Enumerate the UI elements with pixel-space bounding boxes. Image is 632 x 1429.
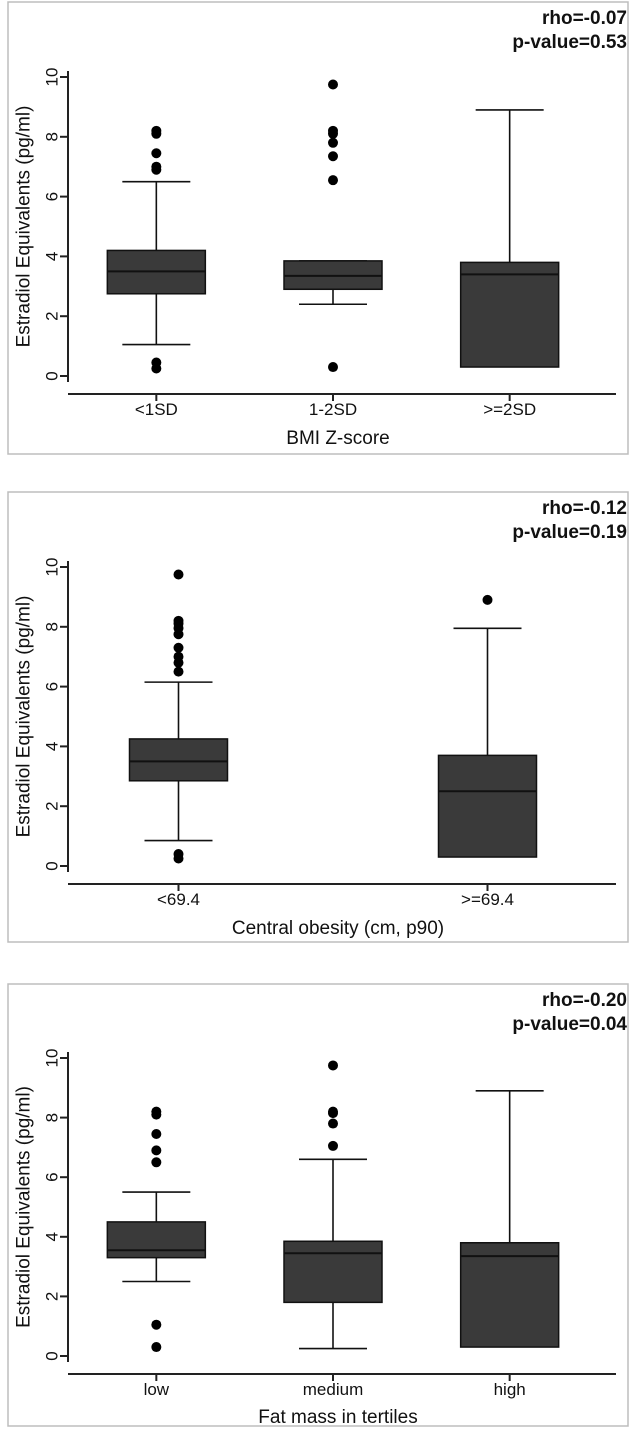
y-tick-label: 4 <box>43 252 62 261</box>
iqr-box <box>459 1242 560 1348</box>
iqr-box <box>437 754 538 858</box>
x-axis-title: Fat mass in tertiles <box>258 1407 417 1428</box>
p-value-annotation: p-value=0.04 <box>512 1014 627 1035</box>
iqr-box <box>283 1240 383 1304</box>
outlier-point <box>151 1157 162 1168</box>
outlier-point <box>328 1106 338 1117</box>
outlier-point <box>328 125 338 136</box>
outlier-point <box>151 1128 162 1139</box>
box-group-1: low <box>106 1106 207 1399</box>
y-tick-label: 10 <box>43 68 62 87</box>
outlier-point <box>173 651 184 662</box>
chart-panel-3: 0 2 4 6 8 10 Estradiol Equivalents (pg/ml) low m… <box>7 983 629 1428</box>
panel-frame <box>7 983 629 1427</box>
y-axis-title: Estradiol Equivalents (pg/ml) <box>14 596 35 838</box>
y-tick-label: 8 <box>43 622 62 631</box>
outlier-point <box>328 175 338 186</box>
y-tick-label: 6 <box>43 192 62 201</box>
outlier-point <box>151 1319 162 1330</box>
panel-frame <box>7 1 629 455</box>
outlier-point <box>151 1106 162 1117</box>
rho-annotation: rho=-0.12 <box>542 498 627 519</box>
y-axis-title: Estradiol Equivalents (pg/ml) <box>14 106 35 348</box>
iqr-box <box>106 1221 207 1259</box>
x-tick-label: low <box>144 1380 170 1399</box>
rho-annotation: rho=-0.20 <box>542 990 627 1011</box>
outlier-point <box>173 569 184 580</box>
x-tick-label: medium <box>303 1380 363 1399</box>
iqr-box <box>128 738 229 782</box>
y-tick-label: 2 <box>43 801 62 810</box>
outlier-point <box>151 125 162 136</box>
box-group-2: 1-2SD <box>283 79 383 419</box>
iqr-box <box>459 261 560 368</box>
outlier-point <box>173 666 184 677</box>
y-tick-label: 0 <box>43 371 62 380</box>
outlier-point <box>173 642 184 653</box>
y-tick-label: 2 <box>43 1292 62 1301</box>
panel-frame <box>7 491 629 943</box>
y-tick-label: 0 <box>43 861 62 870</box>
chart-panel-1: 0 2 4 6 8 10 Estradiol Equivalents (pg/ml) <1SD… <box>7 1 629 455</box>
chart-panel-2: 0 2 4 6 8 10 Estradiol Equivalents (pg/ml) <69.… <box>7 491 629 943</box>
x-tick-label: 1-2SD <box>309 400 357 419</box>
y-axis-title: Estradiol Equivalents (pg/ml) <box>14 1086 35 1328</box>
outlier-point <box>173 615 184 626</box>
outlier-point <box>151 1145 162 1156</box>
outlier-point <box>151 148 162 159</box>
outlier-point <box>328 1060 338 1071</box>
x-tick-label: <1SD <box>135 400 178 419</box>
y-tick-label: 10 <box>43 1049 62 1068</box>
y-tick-label: 8 <box>43 1113 62 1122</box>
x-tick-label: <69.4 <box>157 890 200 909</box>
outlier-point <box>151 1342 162 1353</box>
outlier-point <box>328 1140 338 1151</box>
outlier-point <box>151 161 162 172</box>
y-tick-label: 4 <box>43 1232 62 1241</box>
box-group-1: <69.4 <box>128 569 229 909</box>
y-tick-label: 2 <box>43 311 62 320</box>
y-tick-label: 6 <box>43 682 62 691</box>
p-value-annotation: p-value=0.53 <box>512 32 627 53</box>
outlier-point <box>328 79 338 90</box>
outlier-point <box>173 849 184 860</box>
rho-annotation: rho=-0.07 <box>542 8 627 29</box>
x-tick-label: >=2SD <box>483 400 536 419</box>
x-tick-label: >=69.4 <box>461 890 514 909</box>
box-group-2: >=69.4 <box>437 594 538 909</box>
outlier-point <box>328 1118 338 1129</box>
y-tick-label: 10 <box>43 558 62 577</box>
y-tick-label: 8 <box>43 132 62 141</box>
y-tick-label: 4 <box>43 742 62 751</box>
outlier-point <box>328 151 338 162</box>
y-tick-label: 6 <box>43 1172 62 1181</box>
outlier-point <box>328 362 338 373</box>
box-group-2: medium <box>283 1060 383 1399</box>
p-value-annotation: p-value=0.19 <box>512 522 627 543</box>
box-group-3: >=2SD <box>459 109 560 419</box>
outlier-point <box>151 357 162 368</box>
x-tick-label: high <box>494 1380 526 1399</box>
box-group-1: <1SD <box>106 125 207 419</box>
y-tick-label: 0 <box>43 1351 62 1360</box>
x-axis-title: BMI Z-score <box>286 428 389 449</box>
box-group-3: high <box>459 1089 560 1399</box>
outlier-point <box>328 137 338 148</box>
x-axis-title: Central obesity (cm, p90) <box>232 918 444 939</box>
outlier-point <box>482 594 493 605</box>
